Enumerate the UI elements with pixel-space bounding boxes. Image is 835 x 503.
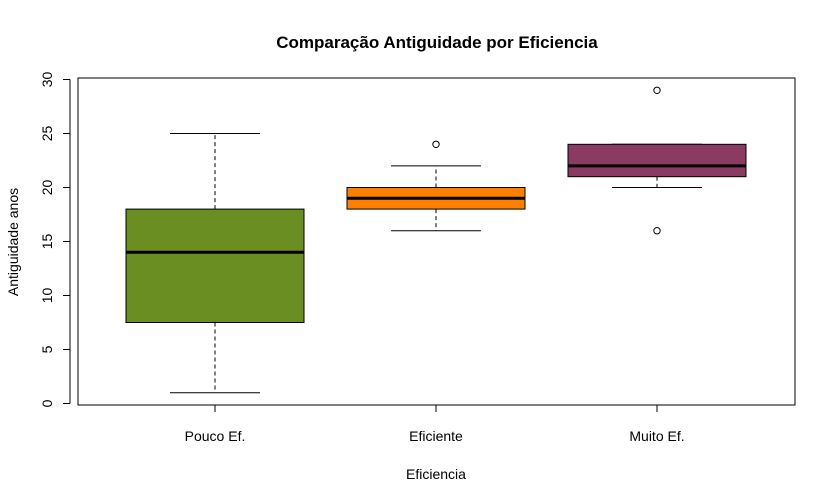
box-3 [567,86,747,235]
box-2 [346,140,526,232]
box-iqr [567,143,747,178]
y-tick-label: 10 [39,288,55,304]
outlier-point [653,86,661,95]
y-tick-label: 5 [39,345,55,353]
x-tick-label: Pouco Ef. [185,428,246,444]
chart-title: Comparação Antiguidade por Eficiencia [276,33,598,52]
x-tick-label: Muito Ef. [629,428,684,444]
x-axis: Pouco Ef. Eficiente Muito Ef. [185,404,685,444]
outlier-point [653,227,661,235]
x-axis-label: Eficiencia [406,466,466,482]
box-iqr [125,208,305,324]
outlier-point [432,140,440,149]
x-tick-label: Eficiente [409,428,463,444]
boxes-group [125,86,747,394]
y-axis: 0 5 10 15 20 25 30 [39,72,71,407]
y-tick-label: 30 [39,72,55,88]
y-tick-label: 15 [39,234,55,250]
y-tick-label: 25 [39,126,55,142]
y-tick-label: 20 [39,180,55,196]
box-1 [125,133,305,394]
y-tick-label: 0 [39,399,55,407]
y-axis-label: Antiguidade anos [5,188,21,296]
